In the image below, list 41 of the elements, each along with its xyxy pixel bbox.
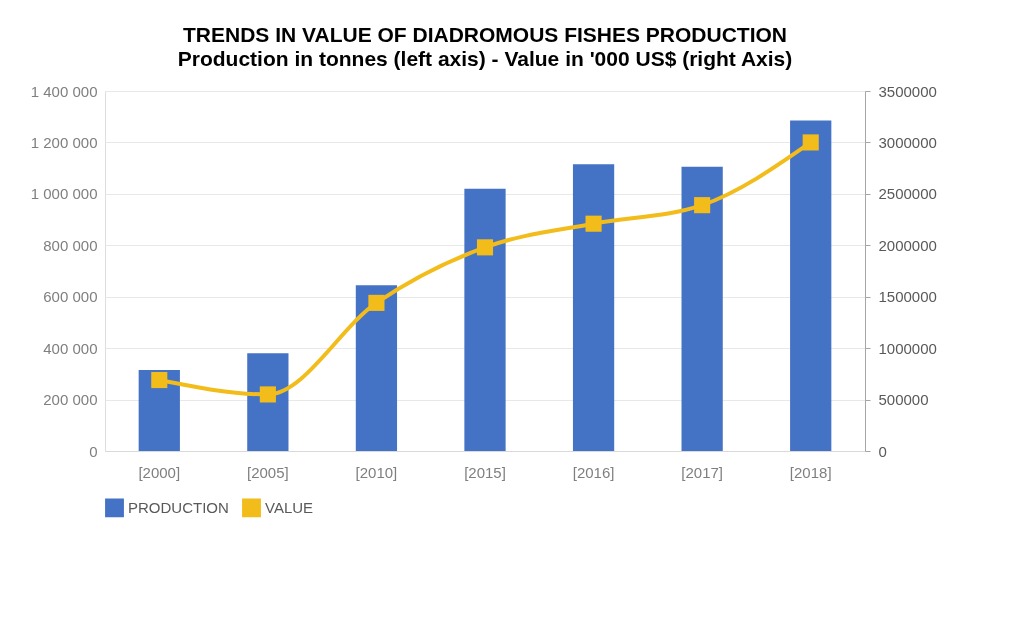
y-tick-label: 1 200 000 — [30, 133, 98, 151]
bar — [355, 285, 398, 451]
y-tick-label: 800 000 — [43, 236, 98, 254]
point — [802, 134, 819, 151]
y-tick-label: 400 000 — [43, 339, 98, 357]
legend-label: PRODUCTION — [128, 498, 229, 516]
x-tick-label: [2016] — [572, 463, 615, 481]
y-tick-label: 0 — [89, 442, 98, 460]
y2-tick-label: 1500000 — [878, 288, 937, 306]
y2-tick-label: 500000 — [878, 391, 929, 409]
y2-tick-label: 2000000 — [878, 236, 937, 254]
bar — [681, 166, 723, 451]
y-tick-label: 600 000 — [43, 288, 98, 306]
x-tick-label: [2000] — [138, 463, 181, 481]
point — [585, 215, 602, 232]
x-tick-label: [2010] — [355, 463, 398, 481]
point — [476, 239, 494, 256]
legend-label: VALUE — [265, 498, 314, 516]
point — [694, 197, 711, 214]
point — [368, 294, 385, 311]
chart-subtitle: Production in tonnes (left axis) - Value in '000 US$ (right Axis) — [177, 47, 793, 70]
y2-tick-label: 1000000 — [878, 339, 937, 357]
chart-title: TRENDS IN VALUE OF DIADROMOUS FISHES PRODUCTION — [183, 23, 787, 46]
bar — [464, 188, 506, 451]
x-tick-label: [2017] — [681, 463, 723, 481]
y2-tick-label: 3000000 — [878, 133, 937, 151]
x-tick-label: [2005] — [247, 463, 289, 481]
point — [259, 386, 276, 403]
bar — [572, 164, 615, 451]
bar — [247, 353, 289, 451]
y2-tick-label: 0 — [878, 442, 887, 460]
point — [151, 371, 168, 389]
x-tick-label: [2018] — [789, 463, 832, 481]
y-tick-label: 1 400 000 — [30, 82, 98, 100]
y2-tick-label: 3500000 — [878, 82, 937, 100]
y-tick-label: 1 000 000 — [30, 185, 98, 203]
y2-tick-label: 2500000 — [878, 185, 937, 203]
bar — [790, 120, 832, 451]
y-tick-label: 200 000 — [43, 391, 98, 409]
bar — [138, 370, 180, 451]
x-tick-label: [2015] — [464, 463, 506, 481]
